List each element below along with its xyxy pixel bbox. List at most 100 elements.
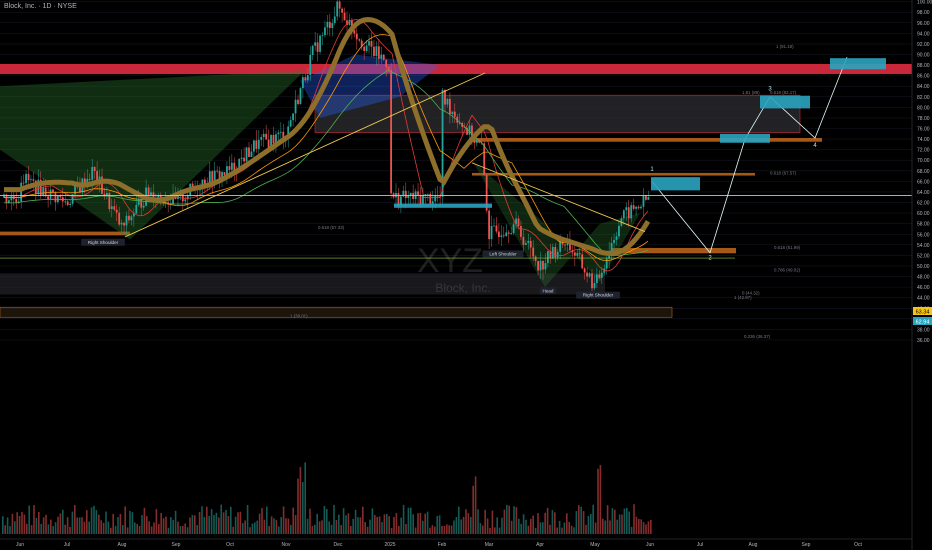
volume-bar xyxy=(429,527,431,534)
volume-bar xyxy=(496,517,498,534)
volume-bar xyxy=(95,510,98,534)
candle-body xyxy=(343,12,346,21)
candle-body xyxy=(397,192,400,206)
volume-bar xyxy=(198,512,201,534)
volume-bar xyxy=(40,523,42,534)
pattern-fill-left xyxy=(0,70,305,240)
volume-bar xyxy=(597,468,599,534)
candle-body xyxy=(407,195,410,199)
candle-body xyxy=(20,182,23,202)
x-tick-label: May xyxy=(590,542,600,548)
volume-bar xyxy=(64,524,66,534)
volume-bar xyxy=(4,525,6,534)
candle-body xyxy=(218,171,221,180)
price-axis[interactable]: 36.0038.0040.0042.0044.0046.0048.0050.00… xyxy=(911,0,932,550)
volume-bar xyxy=(62,509,64,534)
volume-bar xyxy=(107,521,110,534)
candle-body xyxy=(522,236,525,245)
y-tick-label: 70.00 xyxy=(917,158,930,164)
candle-body xyxy=(27,173,30,181)
candle-body xyxy=(64,201,67,203)
volume-bar xyxy=(162,518,165,534)
volume-bar xyxy=(160,513,162,534)
volume-bar xyxy=(316,513,318,534)
candle-body xyxy=(635,206,637,209)
candle-body xyxy=(106,192,108,197)
candle-body xyxy=(615,236,618,240)
x-tick-label: 2025 xyxy=(384,542,395,548)
watermark-symbol: XYZ xyxy=(417,242,483,280)
volume-bar xyxy=(285,518,287,534)
candle-body xyxy=(184,199,187,202)
volume-bar xyxy=(237,512,239,534)
volume-bar xyxy=(534,527,537,534)
volume-bar xyxy=(105,511,107,534)
candle-body xyxy=(32,179,35,181)
y-tick-label: 50.00 xyxy=(917,264,930,270)
volume-bar xyxy=(566,513,568,534)
candle-body xyxy=(569,239,571,251)
volume-bar xyxy=(388,516,390,534)
volume-bar xyxy=(182,526,184,534)
x-tick-label: Nov xyxy=(282,542,291,548)
candle-body xyxy=(250,151,253,157)
volume-bar xyxy=(126,527,129,534)
volume-bar xyxy=(206,506,208,534)
volume-bar xyxy=(434,526,436,534)
candle-body xyxy=(630,205,633,219)
candle-body xyxy=(223,172,226,176)
volume-bar xyxy=(86,510,88,534)
candle-body xyxy=(387,66,390,70)
volume-bar xyxy=(362,506,364,534)
candle-body xyxy=(547,251,549,264)
zone-demand xyxy=(0,273,605,295)
candle-body xyxy=(328,21,331,29)
zone-orange-mid xyxy=(472,172,755,176)
y-tick-label: 84.00 xyxy=(917,84,930,90)
candle-body xyxy=(346,20,348,25)
volume-bar xyxy=(460,519,462,534)
x-tick-label: Jul xyxy=(64,542,70,548)
candle-body xyxy=(436,195,439,197)
y-tick-label: 86.00 xyxy=(917,74,930,80)
candle-body xyxy=(493,225,495,227)
volume-bar xyxy=(318,521,321,534)
volume-bar xyxy=(467,513,470,534)
volume-bar xyxy=(275,520,278,534)
volume-bar xyxy=(102,522,105,534)
volume-bar xyxy=(124,506,126,534)
candle-body xyxy=(341,8,343,13)
volume-bar xyxy=(522,514,525,534)
volume-bar xyxy=(9,526,11,534)
time-axis[interactable]: Jun Jul Aug Sep Oct Nov Dec 2025 Feb Mar Apr May Jun… xyxy=(0,538,912,548)
candle-body xyxy=(42,187,45,196)
volume-bar xyxy=(484,509,486,534)
volume-bar xyxy=(616,519,618,534)
volume-bar xyxy=(225,509,227,534)
volume-bar xyxy=(453,520,455,534)
volume-bar xyxy=(628,511,630,534)
candle-body xyxy=(181,192,184,202)
volume-bar xyxy=(273,518,275,534)
candle-body xyxy=(598,274,601,278)
candle-body xyxy=(226,166,228,176)
volume-bar xyxy=(515,507,518,534)
moving-averages xyxy=(4,17,651,272)
candle-body xyxy=(483,143,486,176)
volume-bar xyxy=(270,516,273,534)
candle-body xyxy=(409,192,412,196)
candle-body xyxy=(255,140,258,149)
volume-bar xyxy=(330,524,333,534)
volume-bar xyxy=(98,514,100,534)
target-boxes xyxy=(394,58,886,208)
volume-bar xyxy=(378,516,381,534)
candle-body xyxy=(431,201,434,204)
volume-bar xyxy=(189,517,191,534)
volume-bar xyxy=(246,504,249,534)
candle-body xyxy=(429,193,432,204)
volume-bar xyxy=(611,508,614,534)
volume-bar xyxy=(170,517,172,534)
candle-body xyxy=(253,140,255,152)
candle-body xyxy=(542,260,544,270)
